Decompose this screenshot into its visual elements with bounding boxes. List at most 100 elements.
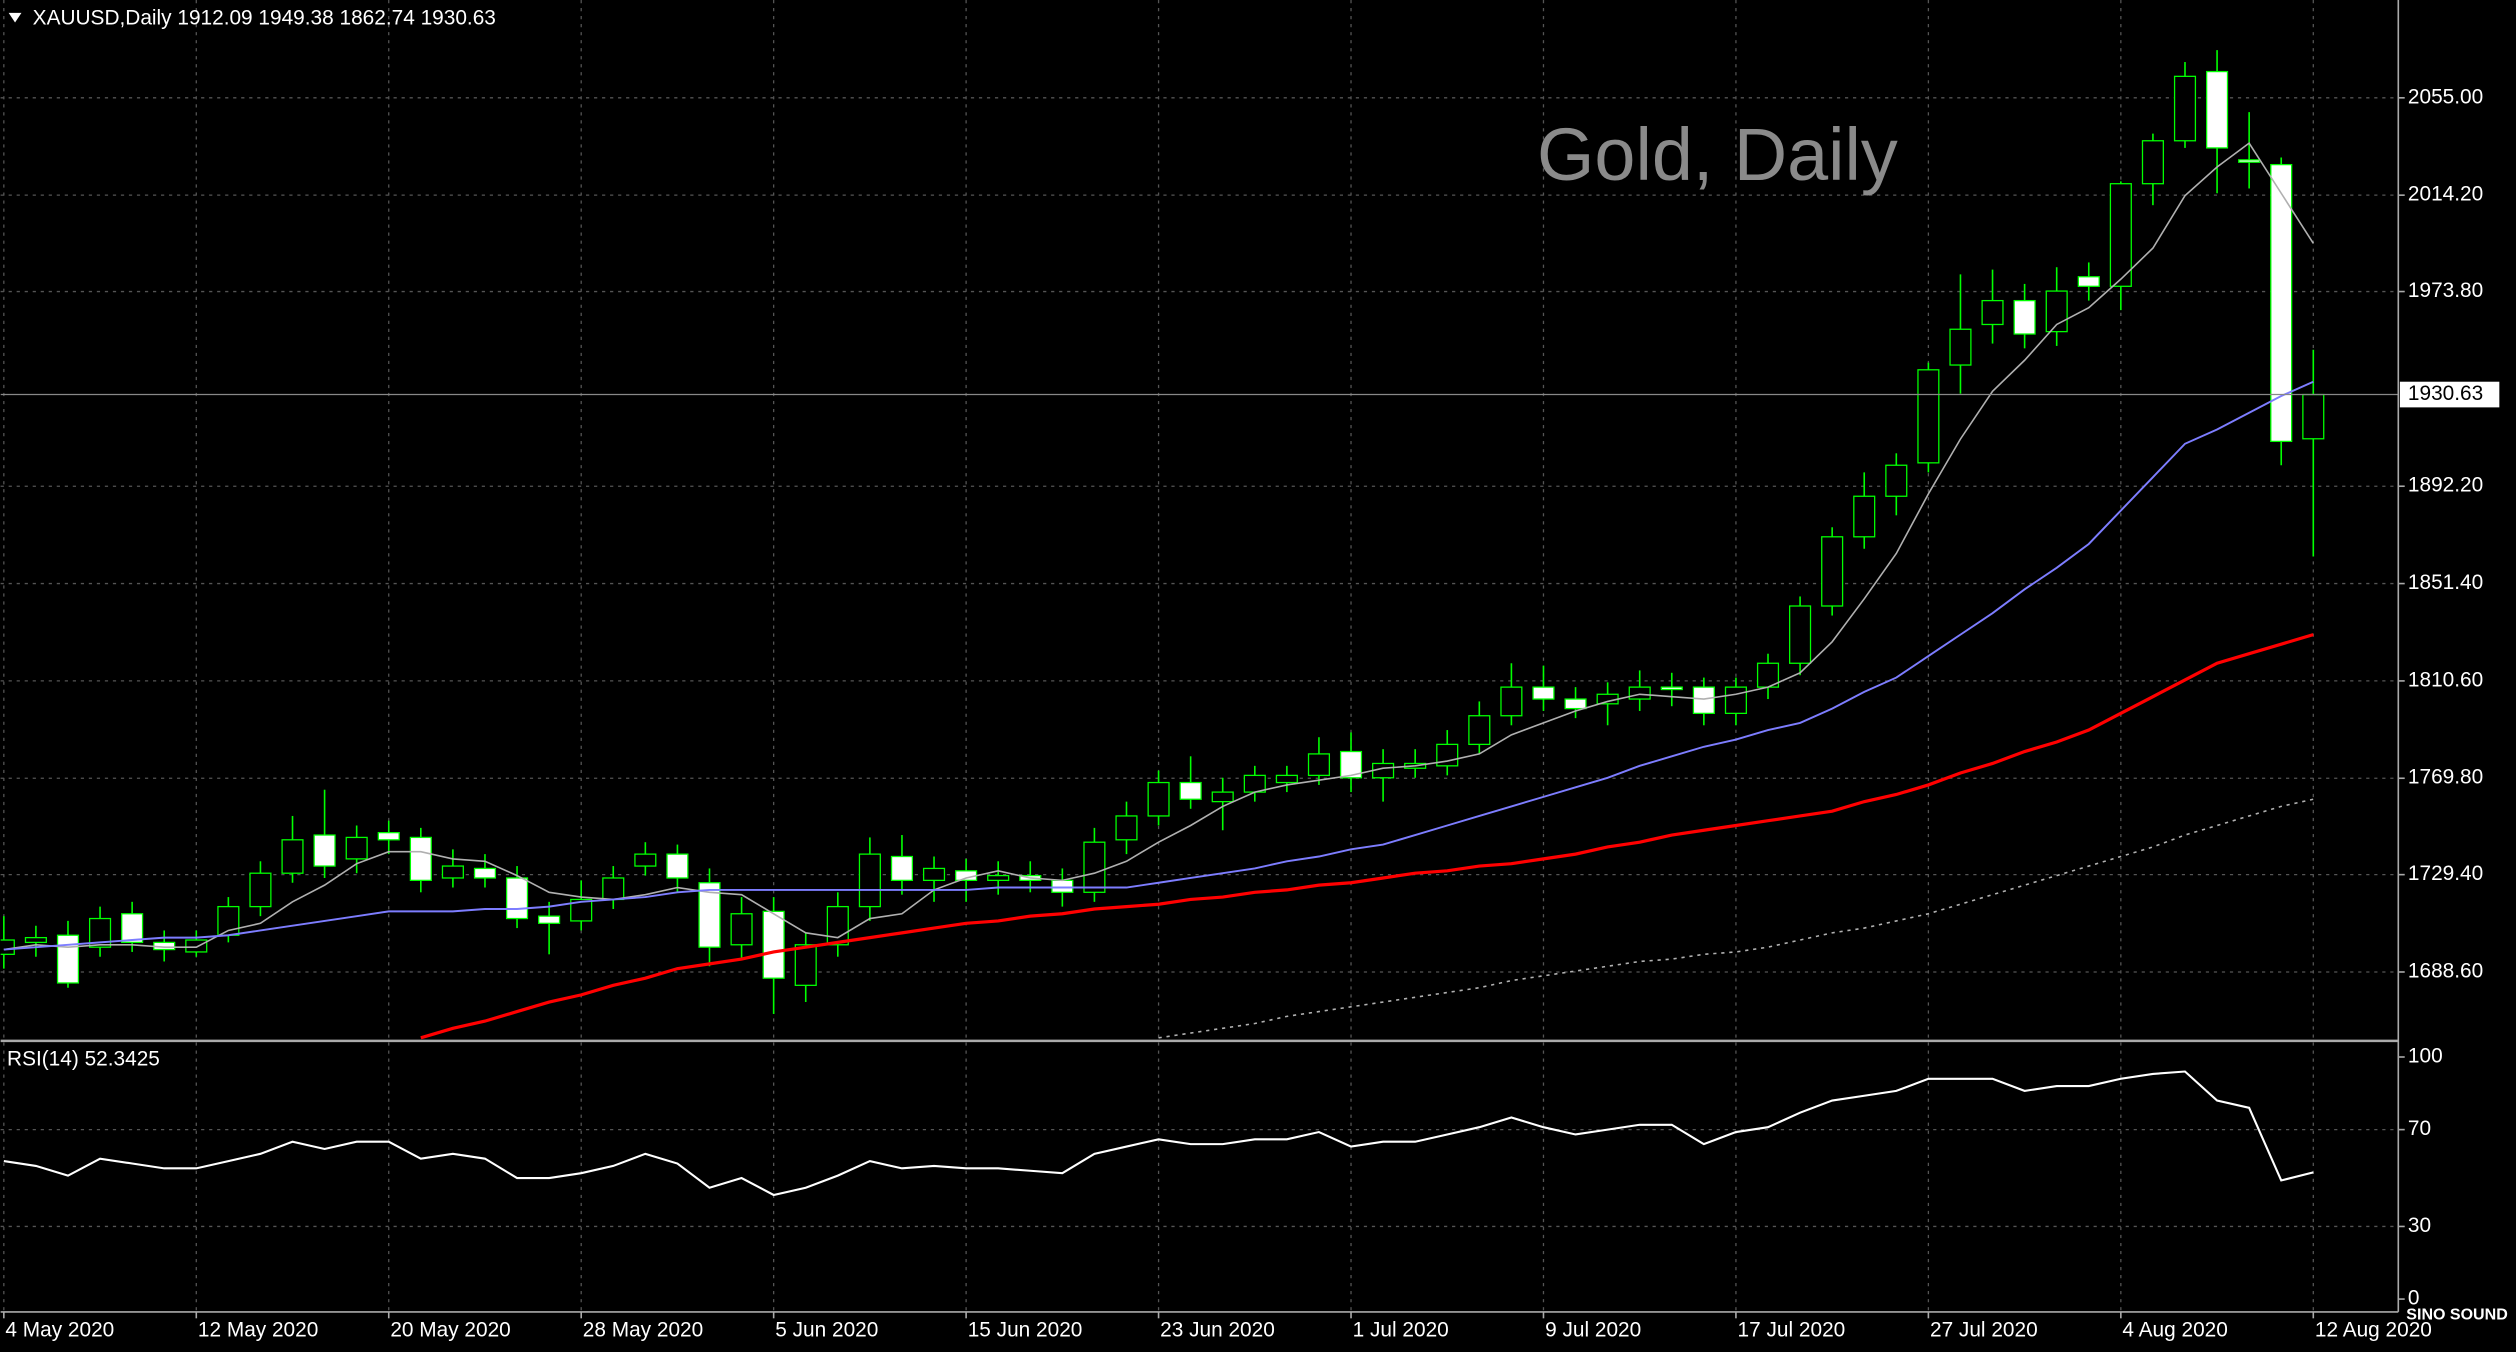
candle-body: [794, 944, 817, 986]
candle-body: [1692, 686, 1715, 714]
x-tick-label: 12 Aug 2020: [2315, 1319, 2432, 1342]
axes-layer: 2055.00 2014.20 1973.80 1892.20 1851.40 1810.…: [3, 85, 2500, 1342]
candle-body: [1789, 605, 1812, 664]
y-tick-label: 1851.40: [2408, 571, 2483, 594]
candle-body: [858, 853, 881, 908]
candle-body: [1660, 686, 1683, 691]
candle-body: [1339, 750, 1363, 779]
ma-line: [420, 633, 2314, 1040]
candle-body: [634, 853, 657, 867]
x-tick-label: 27 Jul 2020: [1930, 1319, 2038, 1342]
candle-body: [2013, 299, 2036, 335]
candle-body: [2173, 75, 2197, 142]
candle-body: [1500, 686, 1523, 717]
x-tick-label: 12 May 2020: [198, 1319, 318, 1342]
candle-body: [2238, 159, 2261, 163]
candle-body: [1853, 495, 1876, 538]
candle-body: [56, 934, 80, 984]
candle-body: [698, 882, 721, 948]
candle-body: [1724, 686, 1747, 714]
candle-body: [570, 898, 593, 922]
candle-body: [1917, 369, 1940, 464]
header: XAUUSD,Daily 1912.09 1949.38 1862.74 193…: [33, 7, 496, 30]
x-tick-label: 20 May 2020: [390, 1319, 510, 1342]
candle-body: [1532, 686, 1555, 700]
current-price-box: [2399, 381, 2500, 408]
candle-body: [987, 874, 1010, 882]
candle-body: [666, 853, 689, 879]
rsi-label: RSI(14) 52.3425: [7, 1048, 160, 1071]
candle-body: [2302, 393, 2325, 440]
x-tick-label: 15 Jun 2020: [968, 1319, 1083, 1342]
candle-body: [1243, 774, 1266, 793]
candle-body: [0, 939, 15, 955]
candle-body: [409, 836, 432, 882]
ma-line: [3, 141, 2314, 951]
candle-body: [2270, 163, 2293, 443]
candle-body: [538, 915, 561, 924]
candle-body: [1083, 841, 1106, 893]
candle-body: [1307, 753, 1331, 777]
y-tick-label: 1769.80: [2408, 766, 2483, 789]
rsi-tick-label: 0: [2408, 1287, 2420, 1310]
rsi-line: [3, 1070, 2314, 1197]
candle-body: [730, 913, 753, 946]
candle-body: [1885, 464, 1908, 497]
candle-body: [922, 867, 946, 882]
rsi-panel: [3, 1070, 2314, 1197]
candle-body: [473, 867, 497, 879]
candle-body: [890, 855, 914, 882]
candle-body: [1179, 781, 1202, 800]
candle-body: [2206, 70, 2229, 149]
candle-body: [762, 910, 785, 979]
price-panel: [0, 50, 2399, 1040]
rsi-tick-label: 70: [2408, 1117, 2431, 1140]
candle-body: [602, 877, 625, 901]
candle-body: [1147, 781, 1170, 817]
rsi-tick-label: 30: [2408, 1214, 2431, 1237]
x-tick-label: 1 Jul 2020: [1353, 1319, 1449, 1342]
logo: SINO SOUND: [2406, 1305, 2507, 1323]
candle-body: [1981, 299, 2004, 326]
candle-body: [313, 834, 336, 867]
x-tick-label: 17 Jul 2020: [1738, 1319, 1846, 1342]
x-tick-label: 4 Aug 2020: [2122, 1319, 2227, 1342]
watermark: Gold, Daily: [1537, 113, 1898, 196]
ma-line: [1158, 798, 2314, 1039]
y-tick-label: 2055.00: [2408, 85, 2483, 108]
candle-body: [281, 839, 304, 874]
candle-body: [249, 872, 272, 908]
candle-body: [826, 905, 849, 946]
candle-body: [24, 936, 47, 944]
y-tick-label: 2014.20: [2408, 183, 2483, 206]
y-tick-label: 1729.40: [2408, 862, 2483, 885]
candle-body: [1468, 715, 1491, 746]
candle-body: [185, 939, 208, 953]
candle-body: [88, 917, 112, 948]
current-price-label: 1930.63: [2408, 382, 2483, 405]
candle-body: [121, 913, 144, 944]
candle-body: [1211, 791, 1234, 803]
candle-body: [345, 836, 368, 860]
candle-body: [2141, 140, 2164, 185]
candle-body: [1115, 815, 1138, 841]
candle-body: [1275, 774, 1298, 784]
x-tick-label: 9 Jul 2020: [1545, 1319, 1641, 1342]
candle-body: [1821, 536, 1844, 607]
candle-body: [1564, 698, 1587, 710]
rsi-tick-label: 100: [2408, 1044, 2443, 1067]
header-arrow: [8, 12, 22, 23]
y-tick-label: 1810.60: [2408, 668, 2483, 691]
y-tick-label: 1688.60: [2408, 959, 2483, 982]
candle-body: [1949, 328, 1972, 366]
ma-line: [3, 380, 2314, 951]
x-tick-label: 4 May 2020: [5, 1319, 114, 1342]
candle-body: [505, 877, 529, 920]
candle-body: [377, 832, 400, 841]
candle-body: [1051, 879, 1074, 893]
x-tick-label: 23 Jun 2020: [1160, 1319, 1275, 1342]
x-tick-label: 5 Jun 2020: [775, 1319, 878, 1342]
